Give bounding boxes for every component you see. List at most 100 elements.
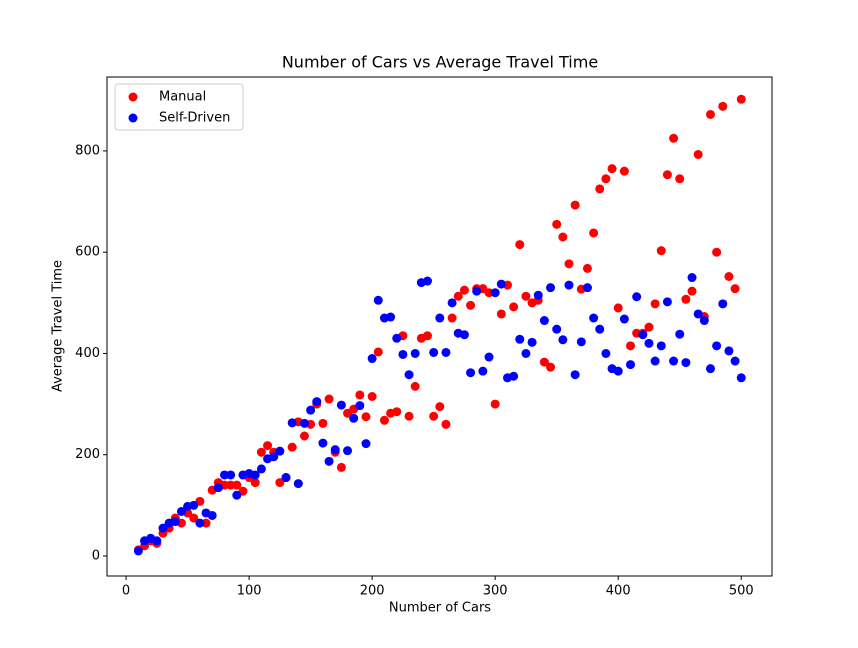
point	[681, 294, 691, 304]
point	[281, 473, 291, 483]
point	[496, 279, 506, 289]
point	[410, 348, 420, 358]
legend-marker	[128, 113, 138, 123]
y-tick-label: 200	[75, 447, 100, 462]
point	[558, 335, 568, 345]
point	[632, 292, 642, 302]
point	[392, 333, 402, 343]
point	[546, 362, 556, 372]
y-tick-label: 400	[75, 346, 100, 361]
point	[263, 441, 273, 451]
point	[539, 357, 549, 367]
point	[626, 341, 636, 351]
point	[638, 330, 648, 340]
point	[699, 316, 709, 326]
y-axis-label: Average Travel Time	[51, 260, 66, 392]
point	[176, 506, 186, 516]
point	[398, 349, 408, 359]
point	[195, 518, 205, 528]
point	[626, 360, 636, 370]
point	[423, 331, 433, 341]
point	[453, 291, 463, 301]
point	[730, 284, 740, 294]
point	[312, 397, 322, 407]
point	[459, 330, 469, 340]
point	[644, 322, 654, 332]
x-tick-label: 400	[606, 584, 631, 599]
point	[613, 366, 623, 376]
point	[527, 337, 537, 347]
y-tick-label: 600	[75, 245, 100, 260]
point	[576, 337, 586, 347]
point	[595, 324, 605, 334]
point	[324, 394, 334, 404]
point	[619, 166, 629, 176]
point	[466, 300, 476, 310]
point	[343, 446, 353, 456]
x-tick-label: 200	[360, 584, 385, 599]
point	[207, 510, 217, 520]
point	[250, 478, 260, 488]
point	[601, 348, 611, 358]
point	[429, 347, 439, 357]
point	[724, 271, 734, 281]
point	[582, 283, 592, 293]
point	[705, 364, 715, 374]
point	[619, 314, 629, 324]
point	[287, 442, 297, 452]
legend-marker	[128, 92, 138, 102]
point	[490, 399, 500, 409]
point	[429, 411, 439, 421]
point	[232, 480, 242, 490]
point	[361, 439, 371, 449]
point	[687, 273, 697, 283]
point	[435, 313, 445, 323]
point	[613, 303, 623, 313]
point	[712, 341, 722, 351]
chart-title: Number of Cars vs Average Travel Time	[282, 53, 598, 72]
plot-frame	[106, 76, 773, 577]
legend-label: Self-Driven	[159, 111, 230, 126]
point	[226, 480, 236, 490]
point	[509, 302, 519, 312]
point	[521, 291, 531, 301]
x-tick-label: 300	[483, 584, 508, 599]
point	[367, 354, 377, 364]
point	[336, 400, 346, 410]
point	[730, 356, 740, 366]
point	[189, 500, 199, 510]
x-tick-label: 100	[237, 584, 262, 599]
point	[256, 447, 266, 457]
point	[386, 312, 396, 322]
point	[712, 247, 722, 257]
point	[656, 246, 666, 256]
point	[724, 346, 734, 356]
point	[484, 352, 494, 362]
point	[589, 228, 599, 238]
point	[570, 200, 580, 210]
point	[496, 309, 506, 319]
point	[687, 286, 697, 296]
point	[515, 334, 525, 344]
point	[219, 470, 229, 480]
point	[404, 411, 414, 421]
x-tick-label: 500	[729, 584, 754, 599]
point	[152, 536, 162, 546]
point	[379, 415, 389, 425]
point	[736, 373, 746, 383]
point	[293, 479, 303, 489]
point	[355, 401, 365, 411]
point	[441, 347, 451, 357]
point	[299, 431, 309, 441]
y-tick-label: 800	[75, 143, 100, 158]
point	[656, 341, 666, 351]
point	[158, 523, 168, 533]
x-tick-label: 0	[122, 584, 130, 599]
point	[546, 283, 556, 293]
point	[533, 290, 543, 300]
point	[392, 407, 402, 417]
point	[287, 418, 297, 428]
y-tick-label: 0	[92, 548, 100, 563]
point	[484, 288, 494, 298]
point	[336, 462, 346, 472]
